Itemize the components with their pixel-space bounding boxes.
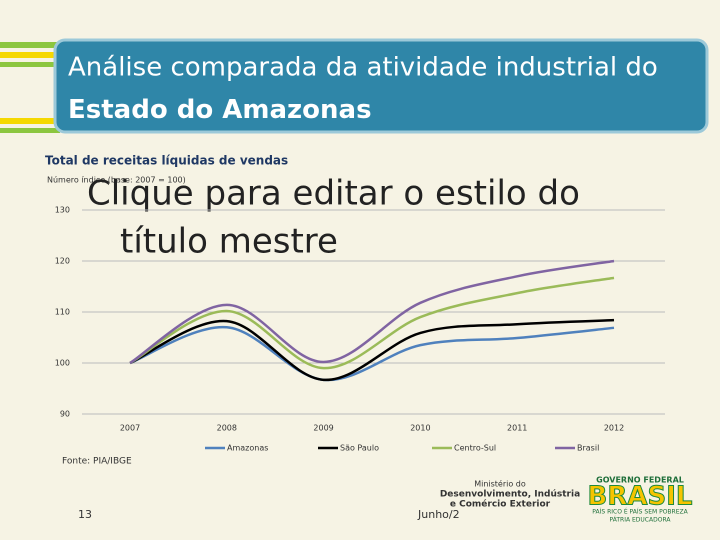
gov-text: PAÍS RICO É PAÍS SEM POBREZA (592, 508, 688, 516)
title-box (53, 38, 709, 134)
x-tick-label: 2009 (313, 424, 333, 433)
y-tick-label: 130 (55, 206, 70, 215)
legend-label: São Paulo (340, 444, 379, 453)
series-line (129, 259, 615, 365)
y-tick-label: 110 (55, 308, 70, 317)
gov-brand: BRASIL (588, 482, 693, 512)
gov-logo: GOVERNO FEDERAL BRASIL PAÍS RICO É PAÍS … (587, 476, 693, 524)
y-tick-label: 90 (60, 410, 70, 419)
ministry-text: Ministério do (474, 479, 526, 489)
x-tick-label: 2012 (604, 424, 624, 433)
x-tick-label: 2008 (217, 424, 237, 433)
ministry-logo: Ministério do Desenvolvimento, Indústria… (440, 479, 580, 510)
series-line (129, 326, 615, 382)
legend-label: Amazonas (227, 444, 268, 453)
stripes (0, 42, 60, 133)
chart-title: Total de receitas líquidas de vendas (45, 154, 288, 168)
gov-text: GOVERNO FEDERAL (596, 476, 684, 485)
ministry-text: Desenvolvimento, Indústria (440, 490, 580, 500)
gov-text: PÁTRIA EDUCADORA (610, 517, 672, 524)
title-bold: Estado do Amazonas (68, 95, 372, 125)
placeholder-title: Clique para editar o estilo do (87, 174, 580, 214)
placeholder-title: título mestre (120, 222, 338, 262)
plot: 90 100 110 120 130 2007 2008 2009 2010 2011 2012 Am… (55, 206, 665, 453)
x-tick-label: 2010 (410, 424, 430, 433)
legend-label: Centro-Sul (454, 444, 496, 453)
source: Fonte: PIA/IBGE (62, 457, 132, 467)
title-line: Estado do Amazonas (68, 95, 372, 125)
y-tick-label: 120 (55, 257, 70, 266)
date: Junho/2 (417, 508, 460, 521)
legend-label: Brasil (577, 444, 599, 453)
x-tick-label: 2007 (120, 424, 140, 433)
ministry-text: e Comércio Exterior (450, 499, 551, 510)
series-line (129, 318, 615, 382)
series-line (129, 276, 615, 370)
page-number: 13 (78, 508, 92, 521)
y-tick-label: 100 (55, 359, 70, 368)
slide-title: Análise comparada da atividade industria… (68, 53, 658, 83)
chart-subtitle: Número índice (base: 2007 = 100) (47, 176, 186, 185)
slide-title: Estado do Amazonas (68, 95, 372, 125)
x-tick-label: 2011 (507, 424, 527, 433)
